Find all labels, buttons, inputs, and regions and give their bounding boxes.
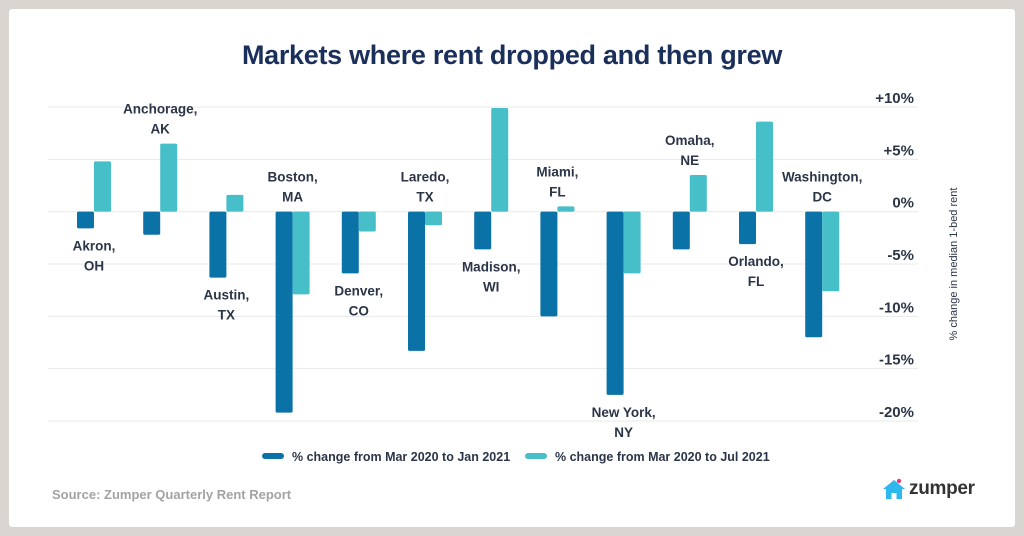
category-label: Orlando, xyxy=(728,254,784,269)
category-label: Anchorage, xyxy=(123,102,197,117)
category-label: Washington, xyxy=(782,170,863,185)
y-tick-label: +5% xyxy=(884,142,914,159)
bar-jan-2021 xyxy=(540,211,558,317)
category-label: OH xyxy=(84,258,104,273)
bar-jul-2021 xyxy=(491,108,509,212)
y-tick-label: 0% xyxy=(892,195,914,212)
zumper-logo: zumper xyxy=(882,478,975,500)
logo-text: zumper xyxy=(909,478,975,499)
bar-jul-2021 xyxy=(756,121,773,212)
category-label: TX xyxy=(416,190,433,205)
bar-jul-2021 xyxy=(94,161,111,212)
y-tick-label: -20% xyxy=(879,404,914,421)
bar-jan-2021 xyxy=(606,211,624,395)
bar-jul-2021 xyxy=(160,143,178,212)
bar-jul-2021 xyxy=(425,211,442,226)
category-label: New York, xyxy=(592,405,656,420)
y-tick-label: -15% xyxy=(879,352,914,369)
y-axis-label: % change in median 1-bed rent xyxy=(948,188,960,341)
bar-jan-2021 xyxy=(739,211,756,245)
category-label: FL xyxy=(748,274,765,289)
category-label: CO xyxy=(349,303,369,318)
bar-jul-2021 xyxy=(623,211,641,274)
bar-jul-2021 xyxy=(226,194,244,212)
category-label: WI xyxy=(483,279,500,294)
bar-jul-2021 xyxy=(292,211,310,295)
category-label: NE xyxy=(680,153,699,168)
bar-jul-2021 xyxy=(822,211,840,292)
bar-jan-2021 xyxy=(209,211,227,278)
bar-jan-2021 xyxy=(77,211,94,229)
y-tick-label: -10% xyxy=(879,299,914,316)
legend-swatch xyxy=(525,453,547,459)
category-label: Denver, xyxy=(334,283,383,298)
legend-swatch xyxy=(262,453,284,459)
legend-label: % change from Mar 2020 to Jul 2021 xyxy=(555,450,770,464)
category-label: FL xyxy=(549,184,566,199)
bar-jan-2021 xyxy=(408,211,425,351)
bar-jan-2021 xyxy=(143,211,161,235)
bar-jul-2021 xyxy=(557,206,575,212)
legend-label: % change from Mar 2020 to Jan 2021 xyxy=(292,450,510,464)
bar-jan-2021 xyxy=(275,211,293,413)
y-tick-label: -5% xyxy=(887,247,914,264)
bar-jan-2021 xyxy=(672,211,690,250)
chart-title: Markets where rent dropped and then grew xyxy=(241,40,783,70)
category-label: DC xyxy=(812,190,832,205)
y-tick-label: +10% xyxy=(875,90,914,107)
category-label: Boston, xyxy=(267,170,317,185)
category-label: Laredo, xyxy=(401,170,450,185)
category-label: NY xyxy=(614,425,633,440)
source-note: Source: Zumper Quarterly Rent Report xyxy=(52,487,292,502)
bar-jul-2021 xyxy=(358,211,376,232)
category-label: Austin, xyxy=(204,288,250,303)
category-label: Akron, xyxy=(73,238,116,253)
bar-jan-2021 xyxy=(474,211,492,250)
bar-jul-2021 xyxy=(689,175,707,212)
category-label: MA xyxy=(282,190,303,205)
bar-jan-2021 xyxy=(805,211,823,338)
category-label: Madison, xyxy=(462,259,521,274)
bar-jan-2021 xyxy=(341,211,359,274)
category-label: Omaha, xyxy=(665,133,715,148)
chart-card xyxy=(9,9,1015,527)
house-icon xyxy=(883,478,905,499)
category-label: AK xyxy=(150,122,170,137)
category-label: TX xyxy=(218,308,235,323)
category-label: Miami, xyxy=(536,164,578,179)
